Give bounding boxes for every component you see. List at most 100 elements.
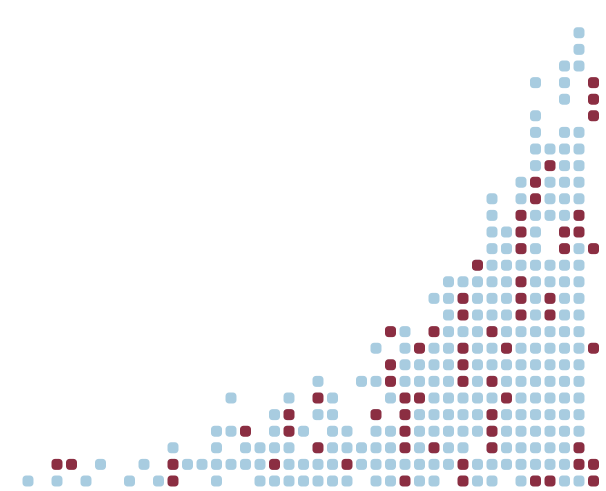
dot-series-0 xyxy=(414,475,425,487)
dot-series-0 xyxy=(428,392,440,404)
dot-series-0 xyxy=(530,309,541,321)
dot-series-0 xyxy=(457,326,469,338)
dot-series-0 xyxy=(501,326,512,338)
dot-series-0 xyxy=(559,458,570,470)
dot-series-1 xyxy=(501,392,512,404)
dot-series-1 xyxy=(341,458,353,470)
dot-series-0 xyxy=(515,259,527,271)
dot-series-0 xyxy=(530,409,541,421)
dot-series-1 xyxy=(399,392,411,404)
dot-series-0 xyxy=(327,458,338,470)
dot-series-0 xyxy=(559,409,570,421)
dot-series-1 xyxy=(588,475,599,487)
dot-series-0 xyxy=(428,409,440,421)
dot-series-1 xyxy=(312,392,324,404)
dot-series-0 xyxy=(501,359,512,371)
dot-series-0 xyxy=(457,276,469,288)
dot-series-1 xyxy=(457,292,469,304)
dot-series-0 xyxy=(515,359,527,371)
dot-series-0 xyxy=(486,309,498,321)
dot-series-0 xyxy=(254,442,266,454)
dot-series-0 xyxy=(399,375,411,387)
dot-series-0 xyxy=(283,475,295,487)
dot-series-1 xyxy=(283,425,295,437)
dot-series-0 xyxy=(428,342,440,354)
dot-series-1 xyxy=(269,458,280,470)
dot-series-0 xyxy=(370,458,382,470)
dot-series-0 xyxy=(182,458,193,470)
dot-series-0 xyxy=(486,359,498,371)
dot-series-1 xyxy=(240,425,251,437)
dot-series-0 xyxy=(472,475,483,487)
dot-series-0 xyxy=(327,442,338,454)
dot-series-1 xyxy=(399,425,411,437)
dot-series-0 xyxy=(530,425,541,437)
dot-series-0 xyxy=(559,126,570,138)
dot-series-0 xyxy=(472,292,483,304)
dot-series-0 xyxy=(515,458,527,470)
dot-series-0 xyxy=(515,193,527,205)
dot-series-0 xyxy=(472,309,483,321)
dot-series-1 xyxy=(573,458,585,470)
dot-series-0 xyxy=(428,292,440,304)
dot-series-0 xyxy=(501,243,512,255)
dot-series-0 xyxy=(283,392,295,404)
dot-series-1 xyxy=(66,458,77,470)
dot-series-0 xyxy=(240,442,251,454)
dot-series-0 xyxy=(428,425,440,437)
dot-series-0 xyxy=(414,425,425,437)
dot-series-0 xyxy=(443,326,454,338)
dot-series-0 xyxy=(211,442,222,454)
dot-series-0 xyxy=(211,425,222,437)
dot-series-0 xyxy=(298,458,309,470)
dot-series-0 xyxy=(457,409,469,421)
dot-series-0 xyxy=(559,77,570,89)
dot-series-0 xyxy=(559,276,570,288)
dot-series-0 xyxy=(530,326,541,338)
dot-series-0 xyxy=(298,425,309,437)
dot-series-0 xyxy=(283,458,295,470)
dot-series-0 xyxy=(443,309,454,321)
dot-series-0 xyxy=(399,326,411,338)
dot-series-0 xyxy=(530,442,541,454)
dot-series-0 xyxy=(51,475,63,487)
dot-series-1 xyxy=(486,326,498,338)
dot-series-0 xyxy=(22,475,34,487)
dot-series-0 xyxy=(573,193,585,205)
dot-series-1 xyxy=(544,160,556,172)
dot-series-0 xyxy=(341,425,353,437)
dot-series-1 xyxy=(573,209,585,221)
dot-series-0 xyxy=(501,409,512,421)
dot-series-0 xyxy=(225,458,237,470)
dot-series-0 xyxy=(559,359,570,371)
dot-series-1 xyxy=(559,243,570,255)
dot-series-1 xyxy=(588,77,599,89)
dot-series-0 xyxy=(486,458,498,470)
dot-series-0 xyxy=(573,126,585,138)
dot-series-0 xyxy=(515,425,527,437)
dot-series-0 xyxy=(399,342,411,354)
dot-series-0 xyxy=(515,375,527,387)
dot-series-0 xyxy=(559,160,570,172)
dot-series-0 xyxy=(341,475,353,487)
dot-series-0 xyxy=(414,375,425,387)
dot-series-0 xyxy=(544,209,556,221)
dot-series-0 xyxy=(414,359,425,371)
dot-series-0 xyxy=(486,276,498,288)
dot-series-0 xyxy=(573,475,585,487)
dot-series-0 xyxy=(544,458,556,470)
dot-series-0 xyxy=(457,442,469,454)
dot-series-0 xyxy=(472,458,483,470)
dot-series-0 xyxy=(530,375,541,387)
dot-series-0 xyxy=(486,392,498,404)
dot-series-0 xyxy=(573,60,585,72)
dot-series-0 xyxy=(327,409,338,421)
dot-series-0 xyxy=(544,326,556,338)
dot-series-1 xyxy=(501,342,512,354)
dot-series-0 xyxy=(515,326,527,338)
dot-series-0 xyxy=(544,375,556,387)
dot-series-0 xyxy=(559,375,570,387)
dot-series-0 xyxy=(486,342,498,354)
dot-series-0 xyxy=(559,209,570,221)
dot-series-0 xyxy=(559,193,570,205)
